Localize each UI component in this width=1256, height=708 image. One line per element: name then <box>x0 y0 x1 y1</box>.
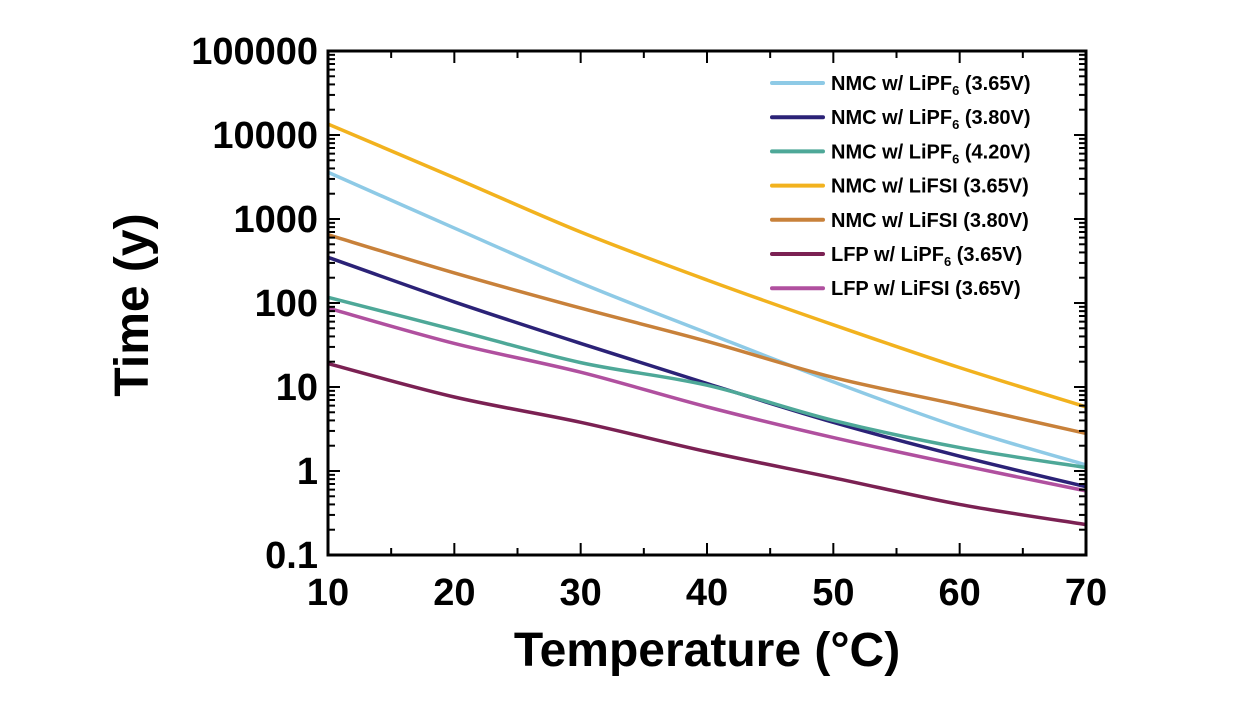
x-tick-label: 70 <box>1065 572 1107 614</box>
series-line-4 <box>327 122 1087 409</box>
legend-label: NMC w/ LiFSI (3.80V) <box>831 210 1029 232</box>
y-tick-label: 10 <box>276 367 318 409</box>
legend-item: NMC w/ LiFSI (3.80V) <box>770 210 1029 232</box>
series-line-7 <box>327 306 1087 493</box>
x-tick-label: 50 <box>812 572 854 614</box>
x-tick-label: 60 <box>939 572 981 614</box>
x-tick-label: 10 <box>307 572 349 614</box>
x-tick-label: 30 <box>560 572 602 614</box>
legend-label: NMC w/ LiPF6 (3.65V) <box>831 73 1031 98</box>
x-axis-title: Temperature (°C) <box>514 624 900 677</box>
y-tick-label: 10000 <box>212 115 318 157</box>
axes-layer <box>326 49 1088 557</box>
series-line-5 <box>327 233 1087 436</box>
x-tick-label: 40 <box>686 572 728 614</box>
y-tick-label: 100 <box>255 283 318 325</box>
series-line-1 <box>327 170 1087 467</box>
legend-label: LFP w/ LiPF6 (3.65V) <box>831 244 1022 269</box>
x-tick-label: 20 <box>433 572 475 614</box>
series-line-6 <box>327 361 1087 527</box>
legend-item: LFP w/ LiFSI (3.65V) <box>770 278 1021 300</box>
series-layer <box>327 122 1087 527</box>
legend-item: NMC w/ LiFSI (3.65V) <box>770 176 1029 198</box>
legend-label: NMC w/ LiFSI (3.65V) <box>831 176 1029 198</box>
y-tick-label: 1000 <box>233 199 318 241</box>
tick-labels: 10 20 30 40 50 60 70 0.1 1 10 100 1000 10000 100000 <box>191 31 1107 614</box>
legend-item: NMC w/ LiPF6 (4.20V) <box>770 141 1031 166</box>
legend-item: LFP w/ LiPF6 (3.65V) <box>770 244 1022 269</box>
y-tick-label: 0.1 <box>265 535 318 577</box>
y-tick-label: 100000 <box>191 31 318 73</box>
series-line-3 <box>327 295 1087 470</box>
y-axis-title: Time (y) <box>106 213 159 396</box>
legend-item: NMC w/ LiPF6 (3.80V) <box>770 107 1031 132</box>
legend: NMC w/ LiPF6 (3.65V) NMC w/ LiPF6 (3.80V)… <box>770 73 1031 300</box>
y-tick-label: 1 <box>297 451 318 493</box>
legend-label: NMC w/ LiPF6 (4.20V) <box>831 141 1031 166</box>
legend-label: LFP w/ LiFSI (3.65V) <box>831 278 1021 300</box>
legend-item: NMC w/ LiPF6 (3.65V) <box>770 73 1031 98</box>
legend-label: NMC w/ LiPF6 (3.80V) <box>831 107 1031 132</box>
